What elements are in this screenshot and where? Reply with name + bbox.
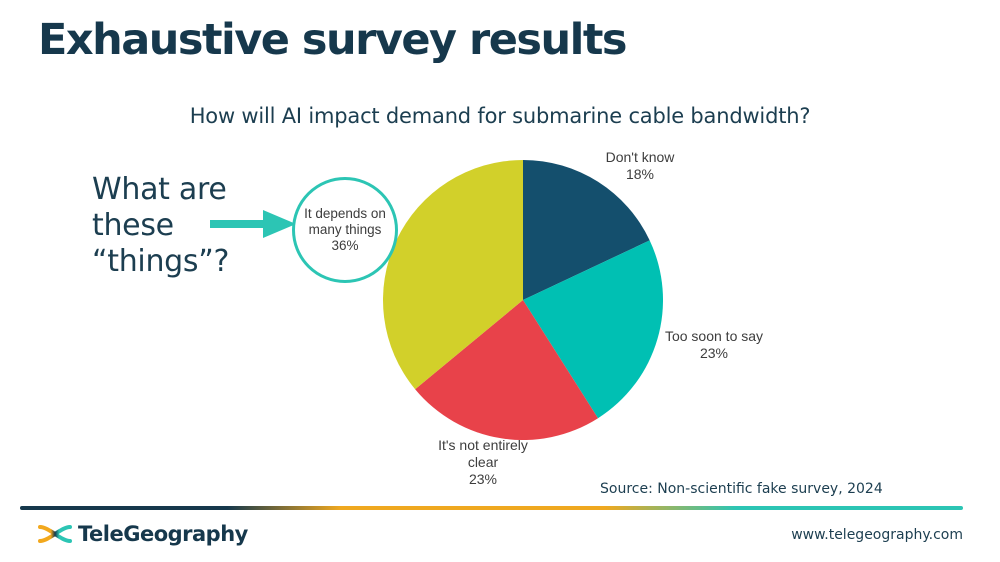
chart-title: How will AI impact demand for submarine …	[189, 104, 811, 128]
callout-label-line: It depends on	[304, 206, 386, 221]
annotation-line: “things”?	[92, 244, 230, 279]
callout-label-line: 36%	[331, 238, 359, 253]
telegeography-x-icon	[38, 525, 72, 543]
pie-slice-3	[383, 160, 523, 390]
website-url: www.telegeography.com	[791, 527, 963, 543]
pie-slice-2	[415, 300, 599, 440]
annotation-arrow-icon	[210, 210, 296, 238]
pie-label-line: 23%	[468, 471, 498, 487]
callout-label-line: many things	[308, 222, 382, 237]
footer-divider	[20, 506, 963, 510]
pie-label-line: It's not entirely	[438, 437, 528, 453]
pie-label-line: clear	[467, 454, 499, 470]
annotation-question: What are these “things”?	[92, 172, 229, 280]
pie-slice-0	[523, 160, 650, 300]
pie-slice-1	[523, 240, 663, 419]
depends-callout-bubble: It depends on many things 36%	[292, 177, 398, 283]
pie-label-dont-know: Don't know 18%	[606, 149, 675, 183]
pie-label-line: Too soon to say	[664, 328, 764, 344]
pie-label-not-clear: It's not entirely clear 23%	[438, 437, 528, 488]
pie-label-line: Don't know	[605, 149, 675, 165]
telegeography-logo: TeleGeography	[38, 521, 248, 547]
annotation-line: What are	[92, 172, 227, 207]
pie-label-line: 23%	[699, 345, 729, 361]
page-title: Exhaustive survey results	[38, 15, 627, 65]
pie-label-too-soon: Too soon to say 23%	[665, 328, 763, 362]
pie-label-line: 18%	[625, 166, 655, 182]
logo-wordmark: TeleGeography	[78, 522, 248, 546]
pie-chart	[383, 160, 663, 440]
annotation-line: these	[92, 208, 174, 243]
source-note: Source: Non-scientific fake survey, 2024	[600, 481, 883, 497]
